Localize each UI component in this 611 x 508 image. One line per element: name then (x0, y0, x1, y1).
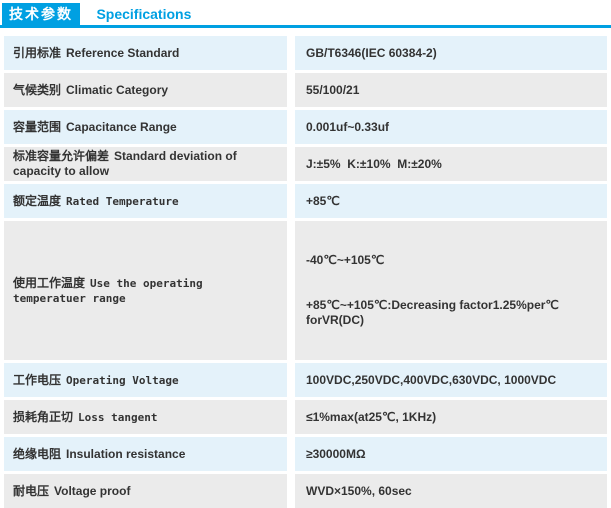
row-value: 55/100/21 (295, 73, 607, 107)
row-label: 引用标准 Reference Standard (4, 36, 287, 70)
row-label-zh: 使用工作温度 (13, 275, 86, 290)
row-label-zh: 耐电压 (13, 483, 50, 498)
row-label: 气候类别 Climatic Category (4, 73, 287, 107)
row-label: 耐电压 Voltage proof (4, 474, 287, 508)
row-value: 100VDC,250VDC,400VDC,630VDC, 1000VDC (295, 363, 607, 397)
row-label-text: 损耗角正切 Loss tangent (13, 410, 158, 425)
row-label: 工作电压 Operating Voltage (4, 363, 287, 397)
row-value: WVD×150%, 60sec (295, 474, 607, 508)
row-value: J:±5% K:±10% M:±20% (295, 147, 607, 181)
row-label-text: 绝缘电阻 Insulation resistance (13, 447, 185, 462)
page-title-en: Specifications (96, 6, 192, 22)
page-title-zh: 技术参数 (2, 3, 80, 25)
table-row: 容量范围 Capacitance Range 0.001uf~0.33uf (4, 110, 607, 144)
row-label-text: 标准容量允许偏差 Standard deviation of capacity t… (13, 149, 281, 179)
row-label-en: Reference Standard (66, 45, 180, 60)
row-label-en: Operating Voltage (66, 373, 179, 387)
row-value: ≥30000MΩ (295, 437, 607, 471)
row-value: ≤1%max(at25℃, 1KHz) (295, 400, 607, 434)
row-label-text: 气候类别 Climatic Category (13, 83, 168, 98)
row-label-en: Use the operating temperatuer range (13, 276, 203, 305)
row-label-zh: 额定温度 (13, 193, 62, 208)
row-label-zh: 引用标准 (13, 45, 62, 60)
row-label-en: Loss tangent (78, 410, 158, 424)
row-label: 损耗角正切 Loss tangent (4, 400, 287, 434)
row-label-en: Rated Temperature (66, 194, 179, 208)
table-row: 使用工作温度 Use the operating temperatuer rang… (4, 221, 607, 360)
row-label-en: Capacitance Range (66, 119, 177, 134)
table-row: 额定温度 Rated Temperature +85℃ (4, 184, 607, 218)
row-label-zh: 损耗角正切 (13, 409, 74, 424)
row-label-zh: 容量范围 (13, 119, 62, 134)
row-label-text: 额定温度 Rated Temperature (13, 194, 179, 209)
table-row: 耐电压 Voltage proof WVD×150%, 60sec (4, 474, 607, 508)
row-value-lines: -40℃~+105℃ +85℃~+105℃:Decreasing factor1… (306, 223, 601, 358)
row-value: +85℃ (295, 184, 607, 218)
row-label-text: 使用工作温度 Use the operating temperatuer rang… (13, 276, 281, 306)
row-label-en: Standard deviation of capacity to allow (13, 149, 237, 178)
row-label: 使用工作温度 Use the operating temperatuer rang… (4, 221, 287, 360)
row-label-en: Insulation resistance (66, 446, 186, 461)
row-label: 标准容量允许偏差 Standard deviation of capacity t… (4, 147, 287, 181)
row-value: GB/T6346(IEC 60384-2) (295, 36, 607, 70)
table-row: 气候类别 Climatic Category 55/100/21 (4, 73, 607, 107)
row-label-zh: 工作电压 (13, 372, 62, 387)
row-value: 0.001uf~0.33uf (295, 110, 607, 144)
row-label: 额定温度 Rated Temperature (4, 184, 287, 218)
specifications-table: 引用标准 Reference Standard GB/T6346(IEC 6038… (4, 36, 607, 508)
row-label-en: Voltage proof (54, 483, 131, 498)
row-label-text: 耐电压 Voltage proof (13, 484, 130, 499)
row-label-text: 容量范围 Capacitance Range (13, 120, 177, 135)
row-value-line2: +85℃~+105℃:Decreasing factor1.25%per℃ fo… (306, 298, 566, 327)
row-label-zh: 气候类别 (13, 82, 62, 97)
table-row: 引用标准 Reference Standard GB/T6346(IEC 6038… (4, 36, 607, 70)
table-row: 工作电压 Operating Voltage 100VDC,250VDC,400V… (4, 363, 607, 397)
row-label-zh: 绝缘电阻 (13, 446, 62, 461)
row-value: -40℃~+105℃ +85℃~+105℃:Decreasing factor1… (295, 221, 607, 360)
row-value-line1: -40℃~+105℃ (306, 253, 385, 267)
table-row: 损耗角正切 Loss tangent ≤1%max(at25℃, 1KHz) (4, 400, 607, 434)
row-label-text: 引用标准 Reference Standard (13, 46, 179, 61)
row-label: 绝缘电阻 Insulation resistance (4, 437, 287, 471)
table-row: 绝缘电阻 Insulation resistance ≥30000MΩ (4, 437, 607, 471)
row-label-text: 工作电压 Operating Voltage (13, 373, 179, 388)
row-label-zh: 标准容量允许偏差 (13, 149, 110, 163)
row-label: 容量范围 Capacitance Range (4, 110, 287, 144)
page-header: 技术参数 Specifications (0, 0, 611, 28)
table-row: 标准容量允许偏差 Standard deviation of capacity t… (4, 147, 607, 181)
row-label-en: Climatic Category (66, 82, 169, 97)
